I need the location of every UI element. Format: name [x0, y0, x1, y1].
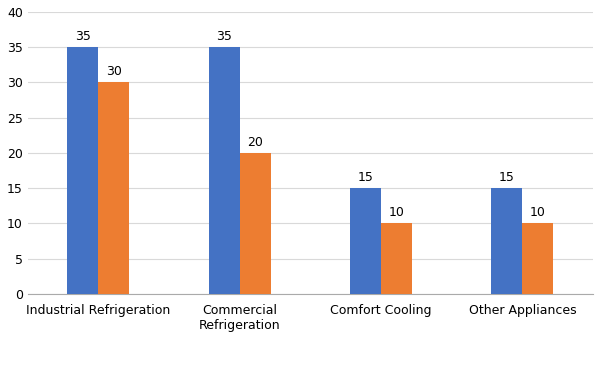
- Bar: [239, 153, 271, 294]
- Bar: [98, 82, 130, 294]
- Bar: [381, 223, 412, 294]
- Text: 10: 10: [389, 206, 404, 219]
- Text: 20: 20: [247, 136, 263, 149]
- Legend: 2018, 2019: 2018, 2019: [245, 386, 376, 392]
- Bar: [350, 188, 381, 294]
- Text: 30: 30: [106, 65, 122, 78]
- Text: 15: 15: [499, 171, 515, 184]
- Text: 15: 15: [358, 171, 373, 184]
- Bar: [491, 188, 523, 294]
- Text: 10: 10: [530, 206, 546, 219]
- Bar: [523, 223, 553, 294]
- Bar: [67, 47, 98, 294]
- Bar: [209, 47, 239, 294]
- Text: 35: 35: [216, 30, 232, 43]
- Text: 35: 35: [75, 30, 91, 43]
